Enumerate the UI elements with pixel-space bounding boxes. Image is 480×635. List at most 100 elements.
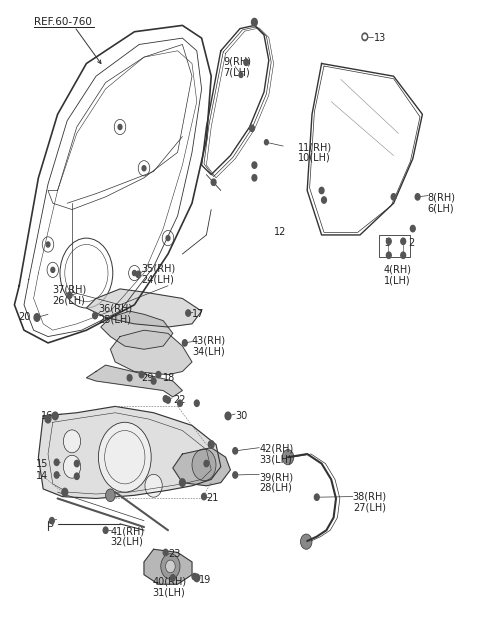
Polygon shape — [86, 365, 182, 397]
Circle shape — [54, 472, 59, 478]
Circle shape — [63, 455, 81, 478]
Text: 20: 20 — [18, 312, 31, 323]
Text: 23: 23 — [168, 549, 180, 559]
Text: 19: 19 — [199, 575, 212, 585]
Circle shape — [252, 18, 257, 26]
Circle shape — [34, 314, 40, 321]
Circle shape — [363, 35, 366, 39]
Circle shape — [139, 371, 144, 378]
Text: 29: 29 — [142, 373, 154, 383]
Circle shape — [319, 187, 324, 194]
Circle shape — [136, 271, 141, 277]
Circle shape — [226, 413, 230, 419]
Circle shape — [233, 472, 238, 478]
Text: 3: 3 — [384, 238, 390, 248]
Circle shape — [166, 560, 175, 573]
Circle shape — [45, 415, 51, 423]
Text: 8(RH)
6(LH): 8(RH) 6(LH) — [427, 193, 455, 213]
Circle shape — [98, 422, 151, 492]
Circle shape — [415, 194, 420, 200]
Text: 4(RH)
1(LH): 4(RH) 1(LH) — [384, 265, 412, 285]
Circle shape — [74, 473, 79, 479]
Circle shape — [322, 197, 326, 203]
Text: 42(RH)
33(LH): 42(RH) 33(LH) — [259, 444, 293, 464]
Circle shape — [132, 271, 136, 276]
Circle shape — [252, 162, 257, 168]
Text: 11(RH)
10(LH): 11(RH) 10(LH) — [298, 142, 332, 163]
Circle shape — [63, 430, 81, 453]
Polygon shape — [101, 311, 173, 349]
Text: 2: 2 — [408, 238, 414, 248]
Circle shape — [186, 310, 191, 316]
Text: 12: 12 — [274, 227, 286, 237]
Circle shape — [401, 238, 406, 244]
Polygon shape — [86, 289, 202, 327]
Circle shape — [145, 474, 162, 497]
Circle shape — [386, 238, 391, 244]
Text: 13: 13 — [374, 33, 387, 43]
Circle shape — [182, 340, 187, 346]
Circle shape — [250, 125, 254, 131]
Circle shape — [252, 175, 257, 181]
Circle shape — [52, 412, 58, 420]
Text: REF.60-760: REF.60-760 — [34, 17, 92, 27]
Text: 36(RH)
25(LH): 36(RH) 25(LH) — [98, 304, 132, 324]
Circle shape — [161, 554, 180, 579]
Circle shape — [53, 413, 58, 419]
Circle shape — [282, 450, 294, 465]
Text: 15: 15 — [36, 458, 48, 469]
Circle shape — [314, 494, 319, 500]
Circle shape — [118, 124, 122, 130]
Circle shape — [163, 396, 168, 402]
Circle shape — [194, 574, 200, 582]
Circle shape — [244, 59, 249, 65]
Polygon shape — [110, 330, 192, 375]
Circle shape — [54, 459, 59, 465]
Polygon shape — [173, 448, 230, 486]
Circle shape — [170, 575, 175, 581]
Circle shape — [166, 236, 170, 241]
Text: 21: 21 — [206, 493, 219, 504]
Circle shape — [166, 397, 170, 403]
Circle shape — [127, 375, 132, 381]
Circle shape — [194, 400, 199, 406]
Circle shape — [386, 252, 391, 258]
Text: 43(RH)
34(LH): 43(RH) 34(LH) — [192, 336, 226, 356]
Circle shape — [178, 400, 182, 406]
Text: 5: 5 — [47, 519, 53, 529]
Circle shape — [103, 527, 108, 533]
Text: 18: 18 — [163, 373, 176, 383]
Text: 14: 14 — [36, 471, 48, 481]
Text: 39(RH)
28(LH): 39(RH) 28(LH) — [259, 472, 293, 493]
Circle shape — [67, 292, 72, 298]
Circle shape — [239, 72, 243, 77]
Circle shape — [208, 441, 214, 448]
Circle shape — [204, 460, 209, 467]
Text: 17: 17 — [192, 309, 204, 319]
Circle shape — [62, 488, 68, 496]
Text: 41(RH)
32(LH): 41(RH) 32(LH) — [110, 526, 144, 547]
Circle shape — [106, 489, 115, 502]
Circle shape — [362, 33, 368, 41]
Circle shape — [46, 242, 50, 247]
Circle shape — [51, 267, 55, 272]
Circle shape — [211, 179, 216, 185]
Circle shape — [192, 449, 216, 481]
Circle shape — [410, 225, 415, 232]
Circle shape — [202, 493, 206, 500]
Circle shape — [300, 534, 312, 549]
Text: 37(RH)
26(LH): 37(RH) 26(LH) — [52, 285, 86, 305]
Text: 22: 22 — [173, 395, 185, 405]
Circle shape — [401, 252, 406, 258]
Polygon shape — [38, 406, 221, 498]
Circle shape — [180, 479, 185, 486]
Circle shape — [151, 378, 156, 384]
Circle shape — [264, 140, 268, 145]
Circle shape — [233, 448, 238, 454]
Text: 35(RH)
24(LH): 35(RH) 24(LH) — [142, 264, 176, 284]
Polygon shape — [144, 549, 192, 584]
Circle shape — [49, 518, 54, 524]
Circle shape — [142, 166, 146, 171]
Text: 30: 30 — [235, 411, 248, 421]
Text: 9(RH)
7(LH): 9(RH) 7(LH) — [223, 57, 251, 77]
